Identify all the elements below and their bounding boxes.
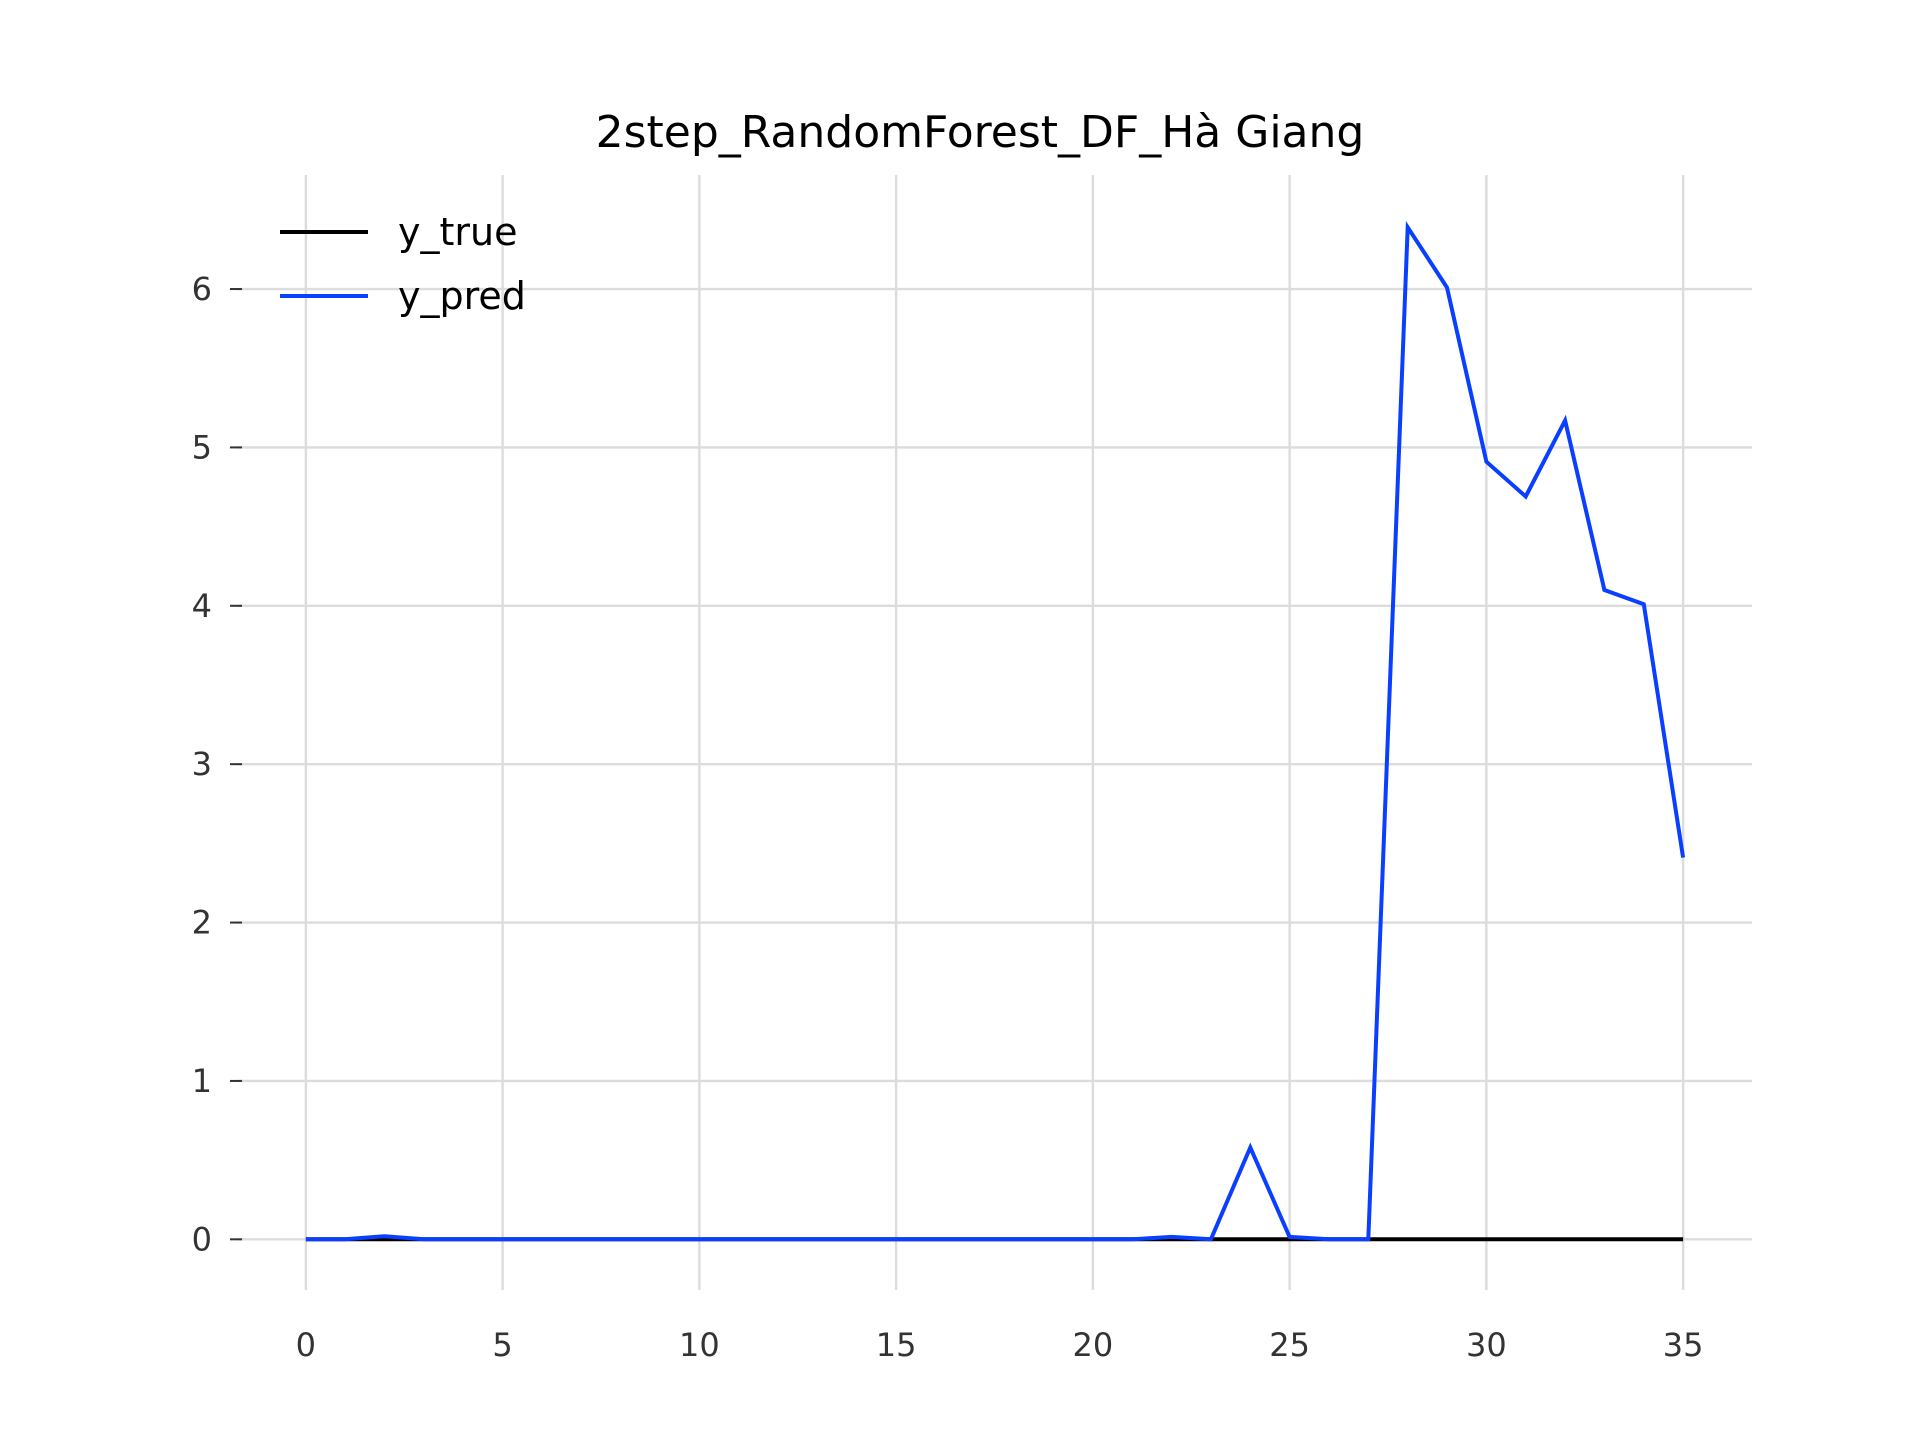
y-tick-label: 4 — [192, 587, 212, 625]
x-tick-label: 35 — [1663, 1326, 1704, 1364]
y-tick-label: 2 — [192, 904, 212, 942]
series-line-y-pred — [305, 220, 1686, 1242]
legend-label-y-pred: y_pred — [398, 274, 526, 318]
chart-title: 2step_RandomForest_DF_Hà Giang — [596, 107, 1365, 158]
y-tick-label: 6 — [192, 270, 212, 308]
x-tick-label: 30 — [1466, 1326, 1507, 1364]
y-tick-label: 5 — [192, 428, 212, 466]
x-tick-label: 25 — [1269, 1326, 1310, 1364]
x-tick-label: 10 — [679, 1326, 720, 1364]
axis-ticks: 0 5 10 15 20 25 30 35 0 1 2 3 4 5 6 — [192, 270, 1704, 1364]
series-lines — [305, 220, 1686, 1242]
x-tick-label: 20 — [1073, 1326, 1114, 1364]
legend-label-y-true: y_true — [398, 210, 517, 254]
y-tick-label: 3 — [192, 745, 212, 783]
y-tick-label: 1 — [192, 1062, 212, 1100]
legend: y_true y_pred — [280, 210, 526, 318]
grid — [237, 175, 1752, 1290]
x-tick-label: 0 — [296, 1326, 316, 1364]
x-tick-label: 5 — [492, 1326, 512, 1364]
x-tick-label: 15 — [876, 1326, 917, 1364]
y-tick-label: 0 — [192, 1220, 212, 1258]
